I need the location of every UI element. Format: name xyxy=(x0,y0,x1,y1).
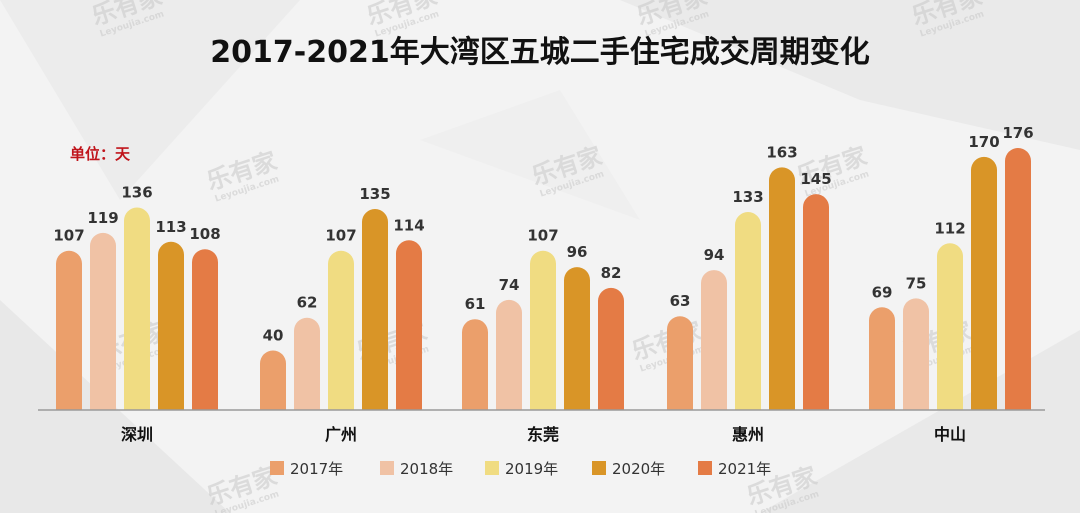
bar-惠州-2021年 xyxy=(803,194,829,410)
bar-惠州-2020年 xyxy=(769,167,795,410)
legend-label: 2021年 xyxy=(718,460,771,478)
data-label: 61 xyxy=(465,295,486,313)
legend-item: 2021年 xyxy=(698,460,771,478)
data-label: 74 xyxy=(499,276,520,294)
data-label: 62 xyxy=(297,294,318,312)
legend-swatch xyxy=(380,461,394,475)
data-label: 107 xyxy=(53,227,84,245)
category-label: 广州 xyxy=(325,425,357,444)
data-label: 82 xyxy=(601,264,622,282)
category-label: 中山 xyxy=(934,425,966,444)
data-label: 135 xyxy=(359,185,390,203)
legend-swatch xyxy=(485,461,499,475)
chart-title: 2017-2021年大湾区五城二手住宅成交周期变化 xyxy=(210,35,869,70)
legend-swatch xyxy=(698,461,712,475)
legend-swatch xyxy=(270,461,284,475)
bar-深圳-2020年 xyxy=(158,241,184,410)
legend-item: 2018年 xyxy=(380,460,453,478)
bar-惠州-2017年 xyxy=(667,316,693,410)
data-label: 108 xyxy=(189,225,220,243)
data-label: 63 xyxy=(670,292,691,310)
bar-广州-2019年 xyxy=(328,250,354,410)
bar-惠州-2018年 xyxy=(701,270,727,410)
data-label: 112 xyxy=(934,219,965,237)
data-label: 176 xyxy=(1002,124,1033,142)
legend-label: 2018年 xyxy=(400,460,453,478)
data-label: 96 xyxy=(567,243,588,261)
data-label: 170 xyxy=(968,133,999,151)
legend-label: 2017年 xyxy=(290,460,343,478)
legend-item: 2017年 xyxy=(270,460,343,478)
bar-中山-2020年 xyxy=(971,156,997,410)
data-label: 113 xyxy=(155,218,186,236)
data-label: 114 xyxy=(393,216,424,234)
bar-东莞-2019年 xyxy=(530,250,556,410)
bar-深圳-2018年 xyxy=(90,232,117,410)
legend-label: 2020年 xyxy=(612,460,665,478)
category-label: 东莞 xyxy=(527,425,559,444)
bar-广州-2020年 xyxy=(362,209,388,410)
category-labels: 深圳 广州 东莞 惠州 中山 xyxy=(121,425,966,444)
data-label: 119 xyxy=(87,209,118,227)
bar-东莞-2021年 xyxy=(598,287,624,410)
data-label: 107 xyxy=(527,227,558,245)
legend-swatch xyxy=(592,461,606,475)
bar-中山-2017年 xyxy=(869,307,895,410)
bar-广州-2018年 xyxy=(294,317,320,410)
bar-东莞-2018年 xyxy=(496,299,522,410)
data-label: 69 xyxy=(872,283,893,301)
bar-深圳-2017年 xyxy=(56,250,82,410)
data-label: 136 xyxy=(121,184,152,202)
bar-中山-2019年 xyxy=(937,243,963,410)
data-label: 163 xyxy=(766,143,797,161)
category-label: 惠州 xyxy=(732,425,764,444)
bar-广州-2017年 xyxy=(260,350,286,410)
bar-中山-2021年 xyxy=(1005,148,1031,410)
category-label: 深圳 xyxy=(121,425,153,444)
legend-label: 2019年 xyxy=(505,460,558,478)
legend-item: 2019年 xyxy=(485,460,558,478)
legend: 2017年 2018年 2019年 2020年 2021年 xyxy=(270,460,771,478)
bar-东莞-2020年 xyxy=(564,267,590,410)
data-label: 107 xyxy=(325,227,356,245)
legend-item: 2020年 xyxy=(592,460,665,478)
bar-中山-2018年 xyxy=(903,298,929,410)
bar-东莞-2017年 xyxy=(462,319,488,410)
bar-深圳-2021年 xyxy=(192,249,218,410)
data-label: 133 xyxy=(732,188,763,206)
data-label: 94 xyxy=(704,246,725,264)
bar-惠州-2019年 xyxy=(735,212,761,410)
data-label: 75 xyxy=(906,274,927,292)
unit-label: 单位：天 xyxy=(70,145,131,163)
bar-深圳-2019年 xyxy=(124,207,150,410)
data-label: 40 xyxy=(263,326,284,344)
bar-广州-2021年 xyxy=(396,240,422,410)
data-label: 145 xyxy=(800,170,831,188)
